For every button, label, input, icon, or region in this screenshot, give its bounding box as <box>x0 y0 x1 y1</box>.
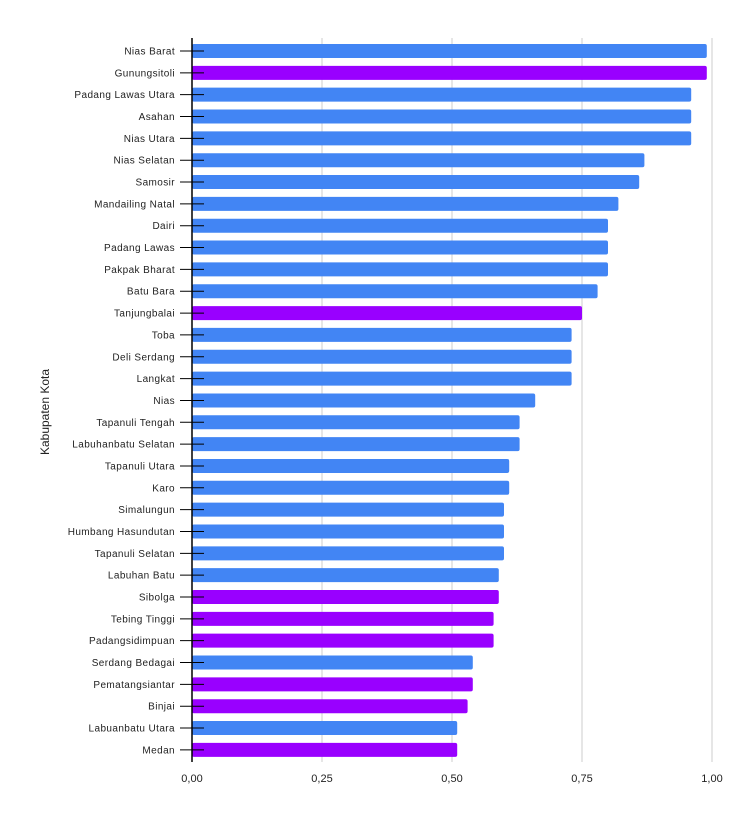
bar <box>192 218 608 233</box>
bar <box>192 284 598 299</box>
bars <box>180 44 707 757</box>
bar <box>192 44 707 58</box>
bar <box>192 109 692 124</box>
bar <box>192 131 692 146</box>
bar <box>192 590 499 604</box>
category-labels: Nias Barat Gunungsitoli Padang Lawas Utara… <box>68 47 176 757</box>
category-label: Sibolga <box>139 593 175 604</box>
x-tick-label: 0,50 <box>441 773 462 785</box>
category-label: Mandailing Natal <box>94 199 175 210</box>
x-tick-label: 0,75 <box>571 773 592 785</box>
bar <box>192 677 473 692</box>
bar <box>192 240 608 255</box>
category-label: Tanjungbalai <box>114 309 175 320</box>
category-label: Nias Selatan <box>114 156 176 167</box>
bar <box>192 306 582 321</box>
category-label: Labuanbatu Utara <box>89 724 176 735</box>
category-label: Tapanuli Selatan <box>95 549 175 560</box>
category-label: Toba <box>152 330 175 341</box>
bar <box>192 721 458 736</box>
category-label: Simalungun <box>118 505 175 516</box>
bar <box>192 393 536 408</box>
y-axis-title: Kabupaten Kota <box>38 369 52 455</box>
bar <box>192 437 520 452</box>
bar <box>192 546 504 561</box>
bar <box>192 153 645 168</box>
bar <box>192 699 468 714</box>
bar <box>192 87 692 102</box>
bar <box>192 611 494 626</box>
category-label: Gunungsitoli <box>115 68 175 79</box>
bar <box>192 65 707 80</box>
category-label: Padang Lawas <box>104 243 175 254</box>
bar <box>192 349 572 364</box>
category-label: Asahan <box>139 112 175 123</box>
bar <box>192 524 504 539</box>
category-label: Tapanuli Utara <box>105 461 175 472</box>
bar <box>192 480 510 495</box>
category-label: Deli Serdang <box>112 352 175 363</box>
category-label: Padang Lawas Utara <box>74 90 175 101</box>
x-tick-label: 1,00 <box>701 773 722 785</box>
bar <box>192 568 499 583</box>
bar <box>192 742 458 757</box>
bar <box>192 502 504 517</box>
bar <box>192 175 640 190</box>
category-label: Dairi <box>152 221 175 232</box>
bar <box>192 371 572 386</box>
category-label: Binjai <box>148 702 175 713</box>
category-label: Padangsidimpuan <box>89 636 175 647</box>
category-label: Langkat <box>137 374 175 385</box>
bar <box>192 458 510 473</box>
category-label: Labuhanbatu Selatan <box>72 440 175 451</box>
x-tick-label: 0,00 <box>181 773 202 785</box>
category-label: Batu Bara <box>127 287 175 298</box>
category-label: Nias Utara <box>124 134 175 145</box>
category-label: Pakpak Bharat <box>104 265 175 276</box>
x-tick-labels: 0,00 0,25 0,50 0,75 1,00 <box>181 773 722 785</box>
category-label: Labuhan Batu <box>108 571 175 582</box>
bar <box>192 196 619 211</box>
category-label: Karo <box>152 483 175 494</box>
category-label: Samosir <box>136 178 176 189</box>
category-label: Pematangsiantar <box>93 680 175 691</box>
bar <box>192 415 520 430</box>
bar <box>192 633 494 648</box>
bar <box>192 262 608 277</box>
category-label: Serdang Bedagai <box>92 658 175 669</box>
category-label: Medan <box>142 745 175 756</box>
x-tick-label: 0,25 <box>311 773 332 785</box>
category-label: Nias <box>153 396 175 407</box>
category-label: Tebing Tinggi <box>111 614 175 625</box>
category-label: Nias Barat <box>124 47 175 58</box>
category-label: Humbang Hasundutan <box>68 527 175 538</box>
bar <box>192 655 473 670</box>
category-label: Tapanuli Tengah <box>96 418 175 429</box>
bar <box>192 327 572 342</box>
